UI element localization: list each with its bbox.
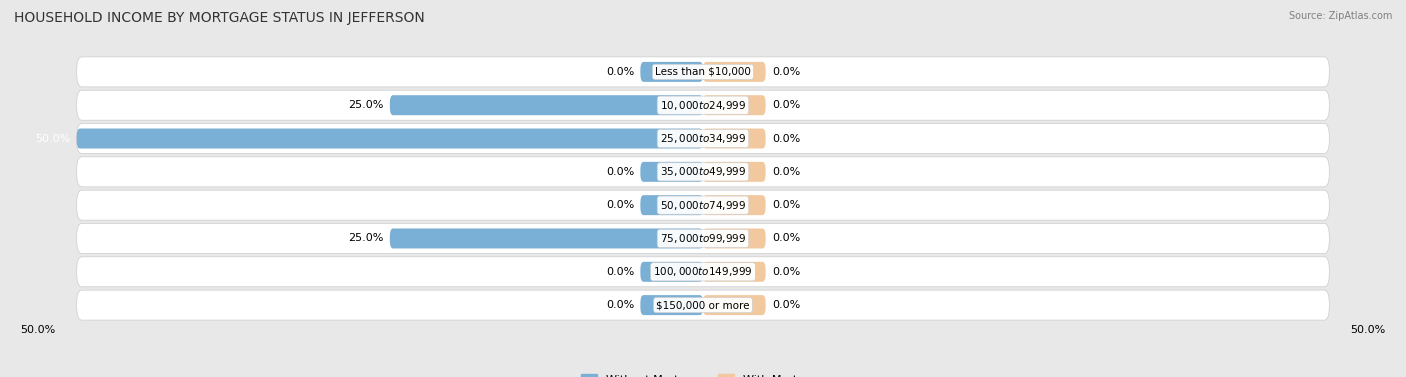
Text: $150,000 or more: $150,000 or more [657,300,749,310]
FancyBboxPatch shape [77,57,1329,87]
FancyBboxPatch shape [389,95,703,115]
FancyBboxPatch shape [703,195,766,215]
Text: 0.0%: 0.0% [772,133,800,144]
FancyBboxPatch shape [703,162,766,182]
Text: 0.0%: 0.0% [606,300,634,310]
Text: $75,000 to $99,999: $75,000 to $99,999 [659,232,747,245]
Text: 0.0%: 0.0% [772,167,800,177]
FancyBboxPatch shape [703,228,766,248]
FancyBboxPatch shape [640,195,703,215]
Text: 0.0%: 0.0% [772,200,800,210]
FancyBboxPatch shape [640,262,703,282]
Text: 25.0%: 25.0% [349,233,384,244]
FancyBboxPatch shape [77,290,1329,320]
FancyBboxPatch shape [77,190,1329,220]
Text: 50.0%: 50.0% [20,325,56,335]
FancyBboxPatch shape [703,62,766,82]
FancyBboxPatch shape [77,224,1329,253]
Text: 25.0%: 25.0% [349,100,384,110]
Text: 0.0%: 0.0% [606,67,634,77]
Text: 0.0%: 0.0% [772,67,800,77]
Text: 0.0%: 0.0% [772,300,800,310]
Text: HOUSEHOLD INCOME BY MORTGAGE STATUS IN JEFFERSON: HOUSEHOLD INCOME BY MORTGAGE STATUS IN J… [14,11,425,25]
FancyBboxPatch shape [703,95,766,115]
Text: 0.0%: 0.0% [606,200,634,210]
FancyBboxPatch shape [77,124,1329,153]
FancyBboxPatch shape [640,295,703,315]
FancyBboxPatch shape [77,157,1329,187]
Text: $35,000 to $49,999: $35,000 to $49,999 [659,166,747,178]
FancyBboxPatch shape [703,262,766,282]
Text: 0.0%: 0.0% [772,267,800,277]
Text: $50,000 to $74,999: $50,000 to $74,999 [659,199,747,211]
Text: $100,000 to $149,999: $100,000 to $149,999 [654,265,752,278]
FancyBboxPatch shape [703,295,766,315]
FancyBboxPatch shape [703,129,766,149]
Text: Less than $10,000: Less than $10,000 [655,67,751,77]
FancyBboxPatch shape [77,129,703,149]
Text: 0.0%: 0.0% [772,233,800,244]
Text: Source: ZipAtlas.com: Source: ZipAtlas.com [1288,11,1392,21]
Text: 50.0%: 50.0% [1350,325,1386,335]
Text: 50.0%: 50.0% [35,133,70,144]
FancyBboxPatch shape [77,257,1329,287]
Text: 0.0%: 0.0% [772,100,800,110]
Legend: Without Mortgage, With Mortgage: Without Mortgage, With Mortgage [576,369,830,377]
FancyBboxPatch shape [77,90,1329,120]
FancyBboxPatch shape [640,162,703,182]
FancyBboxPatch shape [389,228,703,248]
Text: 0.0%: 0.0% [606,267,634,277]
Text: $25,000 to $34,999: $25,000 to $34,999 [659,132,747,145]
Text: $10,000 to $24,999: $10,000 to $24,999 [659,99,747,112]
FancyBboxPatch shape [640,62,703,82]
Text: 0.0%: 0.0% [606,167,634,177]
